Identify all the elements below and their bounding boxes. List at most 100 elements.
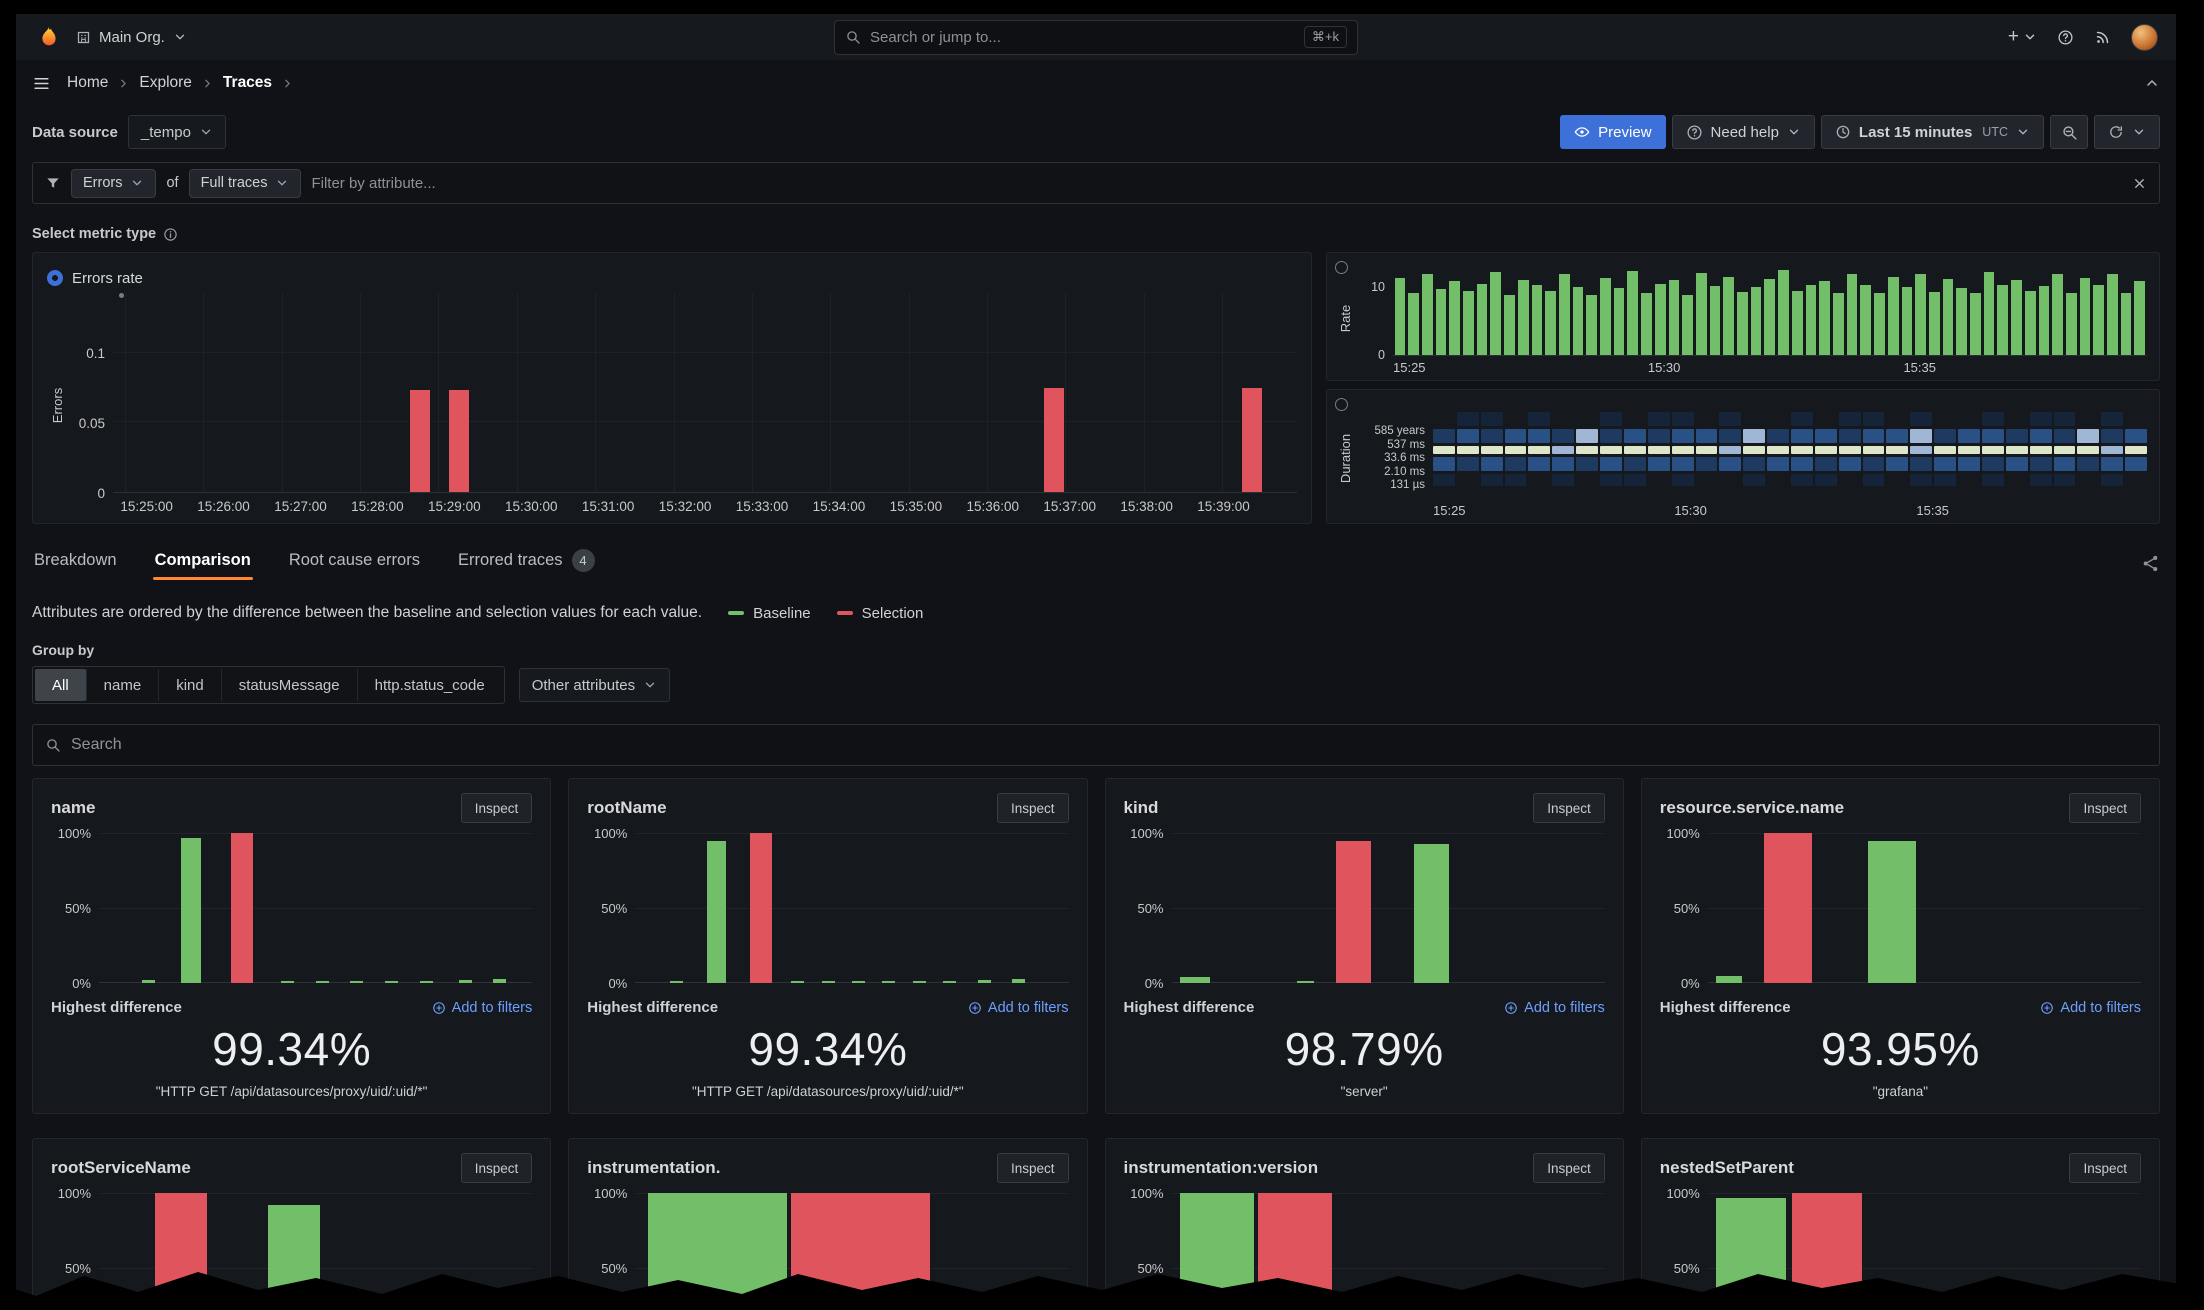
panel-title: resource.service.name <box>1659 798 1845 817</box>
errors-rate-label: Errors rate <box>72 269 143 287</box>
group-by-name[interactable]: name <box>85 669 159 701</box>
inspect-button[interactable]: Inspect <box>1533 793 1605 823</box>
mini-y-axis: 100%50%0% <box>1130 1186 1164 1276</box>
duration-heatmap[interactable] <box>1433 398 2147 499</box>
mini-bar-chart[interactable] <box>1707 833 2141 983</box>
scope-filter-dropdown[interactable]: Full traces <box>188 168 302 198</box>
errors-rate-chart[interactable] <box>113 292 1297 493</box>
need-help-button[interactable]: Need help <box>1671 115 1815 149</box>
news-icon[interactable] <box>2094 29 2111 46</box>
chevron-down-icon <box>2132 125 2146 139</box>
chevron-down-icon <box>2016 125 2030 139</box>
scope-filter-value: Full traces <box>200 175 268 191</box>
group-by-statusmessage[interactable]: statusMessage <box>220 669 357 701</box>
help-icon[interactable] <box>2057 29 2074 46</box>
tab-errored-traces[interactable]: Errored traces 4 <box>456 545 597 582</box>
group-by-segmented-control: All name kind statusMessage http.status_… <box>32 666 505 704</box>
circle-plus-icon <box>968 1001 982 1015</box>
zoom-out-button[interactable] <box>2050 115 2088 149</box>
chevron-down-icon <box>1787 125 1801 139</box>
group-by-all[interactable]: All <box>35 669 86 701</box>
global-search[interactable]: ⌘+k <box>834 19 1358 55</box>
breadcrumb-home[interactable]: Home <box>67 74 109 91</box>
circle-plus-icon <box>2040 1001 2054 1015</box>
close-icon[interactable] <box>2132 176 2147 191</box>
inspect-button[interactable]: Inspect <box>996 1153 1069 1183</box>
need-help-label: Need help <box>1710 123 1779 141</box>
attribute-value-caption: "grafana" <box>1872 1084 1929 1099</box>
org-icon <box>76 30 91 45</box>
attribute-filter-input[interactable] <box>311 174 2122 192</box>
inspect-button[interactable]: Inspect <box>2069 793 2141 823</box>
metric-filter-dropdown[interactable]: Errors <box>71 168 157 198</box>
funnel-icon <box>45 175 61 191</box>
org-name: Main Org. <box>99 28 165 46</box>
question-circle-icon <box>1686 124 1703 141</box>
tab-root-cause-errors[interactable]: Root cause errors <box>288 550 420 569</box>
time-range-picker[interactable]: Last 15 minutes UTC <box>1820 115 2044 149</box>
panel-title: nestedSetParent <box>1659 1158 1794 1177</box>
metric-filter-value: Errors <box>83 175 123 191</box>
panel-title: instrumentation:version <box>1123 1158 1319 1177</box>
chevron-down-icon <box>130 176 144 190</box>
breadcrumb-explore[interactable]: Explore <box>139 74 192 91</box>
attribute-search-input[interactable] <box>71 736 2147 754</box>
rate-y-axis: 10 0 <box>1371 280 1385 362</box>
tabs-bar: Breakdown Comparison Root cause errors E… <box>32 542 2160 584</box>
page-toolbar: Data source _tempo Preview Need help Las… <box>16 106 2176 158</box>
other-attributes-dropdown[interactable]: Other attributes <box>518 668 671 702</box>
group-by-http-status-code[interactable]: http.status_code <box>356 669 502 701</box>
mini-bar-chart[interactable] <box>99 833 533 983</box>
share-icon[interactable] <box>2141 554 2160 573</box>
datasource-picker[interactable]: _tempo <box>127 115 226 149</box>
info-icon[interactable] <box>163 227 178 242</box>
breadcrumb-traces[interactable]: Traces <box>222 74 273 91</box>
rate-panel: Rate 10 0 15:25 15:30 15:35 <box>1326 252 2160 381</box>
new-menu-button[interactable]: + <box>2008 26 2037 48</box>
rate-chart[interactable] <box>1393 261 2147 356</box>
trace-filter-bar: Errors of Full traces <box>32 162 2160 204</box>
add-to-filters-link[interactable]: Add to filters <box>2040 1000 2141 1016</box>
search-icon <box>45 737 61 753</box>
preview-button[interactable]: Preview <box>1560 115 1666 149</box>
of-label: of <box>166 175 179 191</box>
mini-bar-chart[interactable] <box>635 833 1069 983</box>
highest-difference-label: Highest difference <box>1123 999 1255 1016</box>
duration-radio[interactable] <box>1335 398 1348 411</box>
legend-baseline: Baseline <box>728 605 811 622</box>
inspect-button[interactable]: Inspect <box>1533 1153 1605 1183</box>
collapse-icon[interactable] <box>2144 75 2160 91</box>
attribute-value-caption: "HTTP GET /api/datasources/proxy/uid/:ui… <box>155 1084 428 1099</box>
mini-bar-chart[interactable] <box>1171 833 1605 983</box>
global-search-input[interactable] <box>870 28 1295 46</box>
search-icon <box>845 29 861 45</box>
panel-title: instrumentation. <box>587 1158 721 1177</box>
errors-rate-radio[interactable] <box>47 270 63 286</box>
highest-difference-value: 93.95% <box>1820 1023 1980 1075</box>
breadcrumb-bar: Home Explore Traces <box>16 60 2176 106</box>
inspect-button[interactable]: Inspect <box>460 793 533 823</box>
rate-radio[interactable] <box>1335 261 1348 274</box>
errors-rate-panel: Errors rate Errors 0 0.05 0.1 15:25:00 15:2… <box>32 252 1312 524</box>
chevron-down-icon <box>173 30 187 44</box>
add-to-filters-link[interactable]: Add to filters <box>968 1000 1069 1016</box>
highest-difference-label: Highest difference <box>51 999 182 1016</box>
org-switcher[interactable]: Main Org. <box>76 29 187 46</box>
add-to-filters-link[interactable]: Add to filters <box>432 1000 532 1016</box>
menu-icon[interactable] <box>32 74 51 93</box>
group-by-kind[interactable]: kind <box>158 669 221 701</box>
duration-label: Duration <box>1338 433 1354 484</box>
inspect-button[interactable]: Inspect <box>2069 1153 2141 1183</box>
avatar[interactable] <box>2131 23 2158 51</box>
chevron-down-icon <box>2023 30 2037 44</box>
inspect-button[interactable]: Inspect <box>460 1153 533 1183</box>
tab-comparison[interactable]: Comparison <box>152 547 254 580</box>
timezone-label: UTC <box>1982 125 2008 139</box>
refresh-button[interactable] <box>2094 115 2160 149</box>
chevron-right-icon <box>281 77 294 90</box>
attribute-panel: instrumentation. Inspect 100%50%0% <box>568 1138 1088 1310</box>
inspect-button[interactable]: Inspect <box>996 793 1069 823</box>
add-to-filters-link[interactable]: Add to filters <box>1504 1000 1605 1016</box>
tab-breakdown[interactable]: Breakdown <box>34 550 117 569</box>
attribute-search <box>32 724 2160 766</box>
